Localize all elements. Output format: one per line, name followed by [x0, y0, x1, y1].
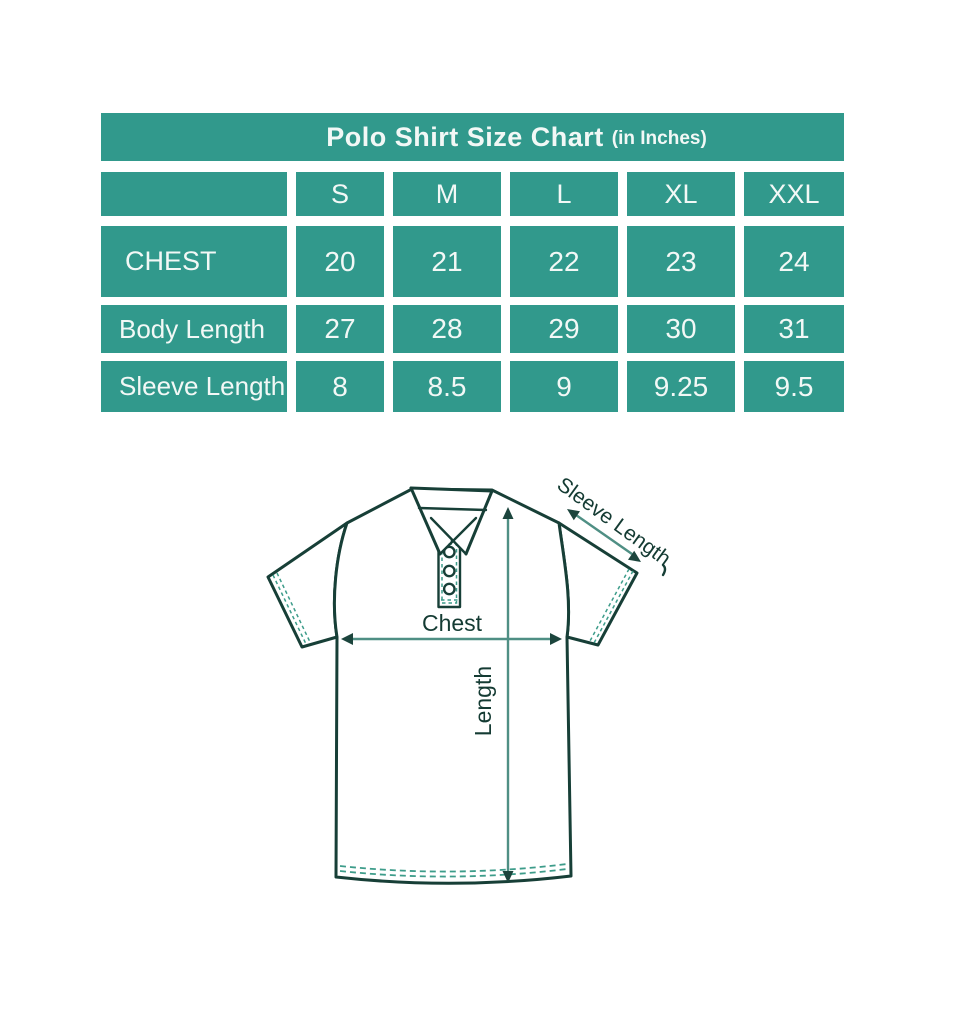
chest-arrow — [341, 633, 562, 645]
header-empty-cell — [101, 172, 287, 216]
table-title-cell: Polo Shirt Size Chart (in Inches) — [101, 113, 844, 161]
header-size-xl: XL — [627, 172, 735, 216]
header-size-s: S — [296, 172, 384, 216]
right-cuff-stitching-icon — [589, 568, 634, 644]
collar — [409, 486, 494, 556]
chest-value-xl: 23 — [627, 226, 735, 297]
table-row-body-length: Body Length 27 28 29 30 31 — [101, 305, 844, 353]
body-length-value-l: 29 — [510, 305, 618, 353]
table-header-row: S M L XL XXL — [101, 172, 844, 216]
sleeve-length-value-xxl: 9.5 — [744, 361, 844, 412]
body-length-value-m: 28 — [393, 305, 501, 353]
length-arrow — [502, 507, 514, 883]
chest-value-m: 21 — [393, 226, 501, 297]
table-row-chest: CHEST 20 21 22 23 24 — [101, 226, 844, 297]
button-icon — [442, 582, 456, 596]
chest-value-xxl: 24 — [744, 226, 844, 297]
tick-mark-icon — [661, 563, 667, 577]
body-length-value-s: 27 — [296, 305, 384, 353]
table-row-sleeve-length: Sleeve Length 8 8.5 9 9.25 9.5 — [101, 361, 844, 412]
row-label-body-length: Body Length — [101, 305, 287, 353]
chest-value-s: 20 — [296, 226, 384, 297]
chest-value-l: 22 — [510, 226, 618, 297]
table-title: Polo Shirt Size Chart — [326, 121, 604, 152]
header-size-xxl: XXL — [744, 172, 844, 216]
sleeve-length-value-s: 8 — [296, 361, 384, 412]
sleeve-length-arrow — [567, 509, 667, 577]
sleeve-length-value-xl: 9.25 — [627, 361, 735, 412]
table-title-row: Polo Shirt Size Chart (in Inches) — [101, 113, 844, 161]
body-length-value-xl: 30 — [627, 305, 735, 353]
row-label-sleeve-length: Sleeve Length — [101, 361, 287, 412]
header-size-m: M — [393, 172, 501, 216]
sleeve-length-value-l: 9 — [510, 361, 618, 412]
row-label-chest: CHEST — [101, 226, 287, 297]
chest-label: Chest — [422, 610, 483, 636]
header-size-l: L — [510, 172, 618, 216]
hem-stitching-icon — [339, 863, 568, 878]
sleeve-length-value-m: 8.5 — [393, 361, 501, 412]
polo-shirt-diagram: Chest Length Sleeve Length — [266, 473, 675, 885]
length-label: Length — [470, 666, 496, 736]
shirt-body — [332, 487, 573, 885]
table-title-unit: (in Inches) — [611, 128, 707, 149]
button-icon — [442, 564, 456, 578]
placket — [437, 538, 462, 609]
size-chart-table: Polo Shirt Size Chart (in Inches) S M L … — [101, 113, 844, 412]
body-length-value-xxl: 31 — [744, 305, 844, 353]
button-icon — [442, 545, 456, 559]
